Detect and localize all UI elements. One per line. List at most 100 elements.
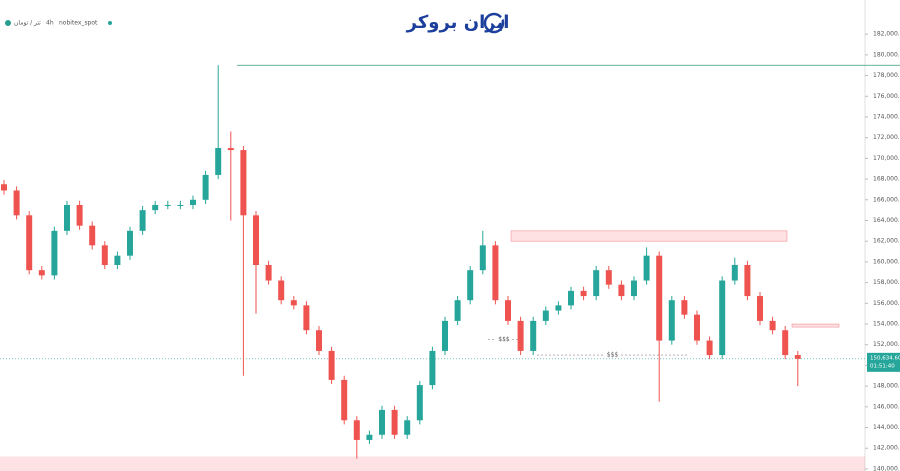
candle-body [782,330,789,356]
liquidity-label: $$$ [498,336,510,343]
candle-body [769,320,776,331]
candle-body [316,330,322,351]
candle-body [240,150,247,216]
candle-body [89,225,96,246]
liquidity-label-bg [604,351,621,360]
candle-body [505,300,511,321]
candle-body [744,265,751,297]
candle-body [454,300,461,321]
candle-body [794,355,801,359]
y-tick-label: 166,000.00 [873,196,900,203]
candle-body [265,265,272,281]
y-tick-label: 176,000.00 [873,93,900,100]
candle-body [757,296,763,321]
symbol: تتر / تومان [14,20,41,27]
y-tick-label: 148,000.00 [873,383,900,390]
candle-body [492,245,499,301]
candle-body [605,270,612,285]
candle-body [328,350,335,380]
candle-body [76,204,83,226]
candle-body [429,350,436,386]
y-tick-label: 160,000.00 [873,258,900,265]
candle-body [190,199,196,205]
candle-body [391,409,398,435]
candle-body [479,245,486,271]
exchange: nobitex_spot [59,20,98,27]
candle-body [227,148,234,151]
y-tick-label: 140,000.00 [873,465,900,471]
candle-body [101,245,108,266]
candle-body [404,420,411,435]
candle-body [593,270,600,297]
candle-body [139,210,146,231]
candle-body [416,385,423,421]
candle-body [555,305,562,311]
candle-body [631,280,637,297]
candle-body [38,270,45,276]
candle-body [278,280,285,301]
y-tick-label: 156,000.00 [873,300,900,307]
candle-body [731,265,738,281]
candle-body [202,174,209,200]
candle-body [467,270,474,301]
countdown: 01:51:40 [870,363,895,369]
candle-body [442,320,448,351]
watermark-box [375,0,520,42]
zone [0,456,865,471]
candle-body [681,300,688,315]
candle-body [568,290,574,306]
y-tick-label: 180,000.00 [873,51,900,58]
y-tick-label: 170,000.00 [873,155,900,162]
y-tick-label: 164,000.00 [873,217,900,224]
candle-body [719,280,726,356]
candle-body [26,215,33,271]
y-tick-label: 146,000.00 [873,403,900,410]
candle-body [114,255,121,266]
candle-body [303,305,310,331]
candle-body [668,300,675,341]
candle-body [164,204,171,206]
y-tick-label: 168,000.00 [873,176,900,183]
y-tick-label: 162,000.00 [873,238,900,245]
candle-body [580,290,587,297]
status-dot [108,21,112,25]
candle-body [643,255,650,281]
candle-body [290,300,297,306]
candle-body [517,320,524,351]
candle-body [152,204,159,211]
watermark: ایران بروکر [406,12,510,33]
candle-body [366,434,373,440]
y-tick-label: 144,000.00 [873,424,900,431]
candle-body [51,230,58,276]
y-tick-label: 172,000.00 [873,134,900,141]
candle-body [694,314,700,341]
liquidity-label-bg [496,335,512,344]
y-tick-label: 154,000.00 [873,321,900,328]
zone [510,230,788,242]
y-tick-label: 178,000.00 [873,72,900,79]
y-tick-label: 152,000.00 [873,341,900,348]
candle-body [542,310,549,321]
candle-body [253,215,259,266]
y-tick-label: 182,000.00 [873,31,900,38]
candle-body [379,409,385,435]
last-price-label: 150,634.60 [870,355,900,361]
candle-body [618,284,625,297]
symbol-icon [5,20,11,26]
candle-body [341,379,348,421]
candle-body [1,184,7,191]
logo-icon [483,12,505,34]
y-tick-label: 142,000.00 [873,445,900,452]
candle-body [127,230,133,256]
last-price-box [867,352,900,372]
candle-body [530,320,537,351]
candle-body [177,204,184,206]
candle-body [64,204,70,231]
candle-body [215,148,222,175]
candle-body [353,420,360,440]
y-tick-label: 174,000.00 [873,113,900,120]
candle-body [706,340,713,356]
zone [791,323,840,328]
